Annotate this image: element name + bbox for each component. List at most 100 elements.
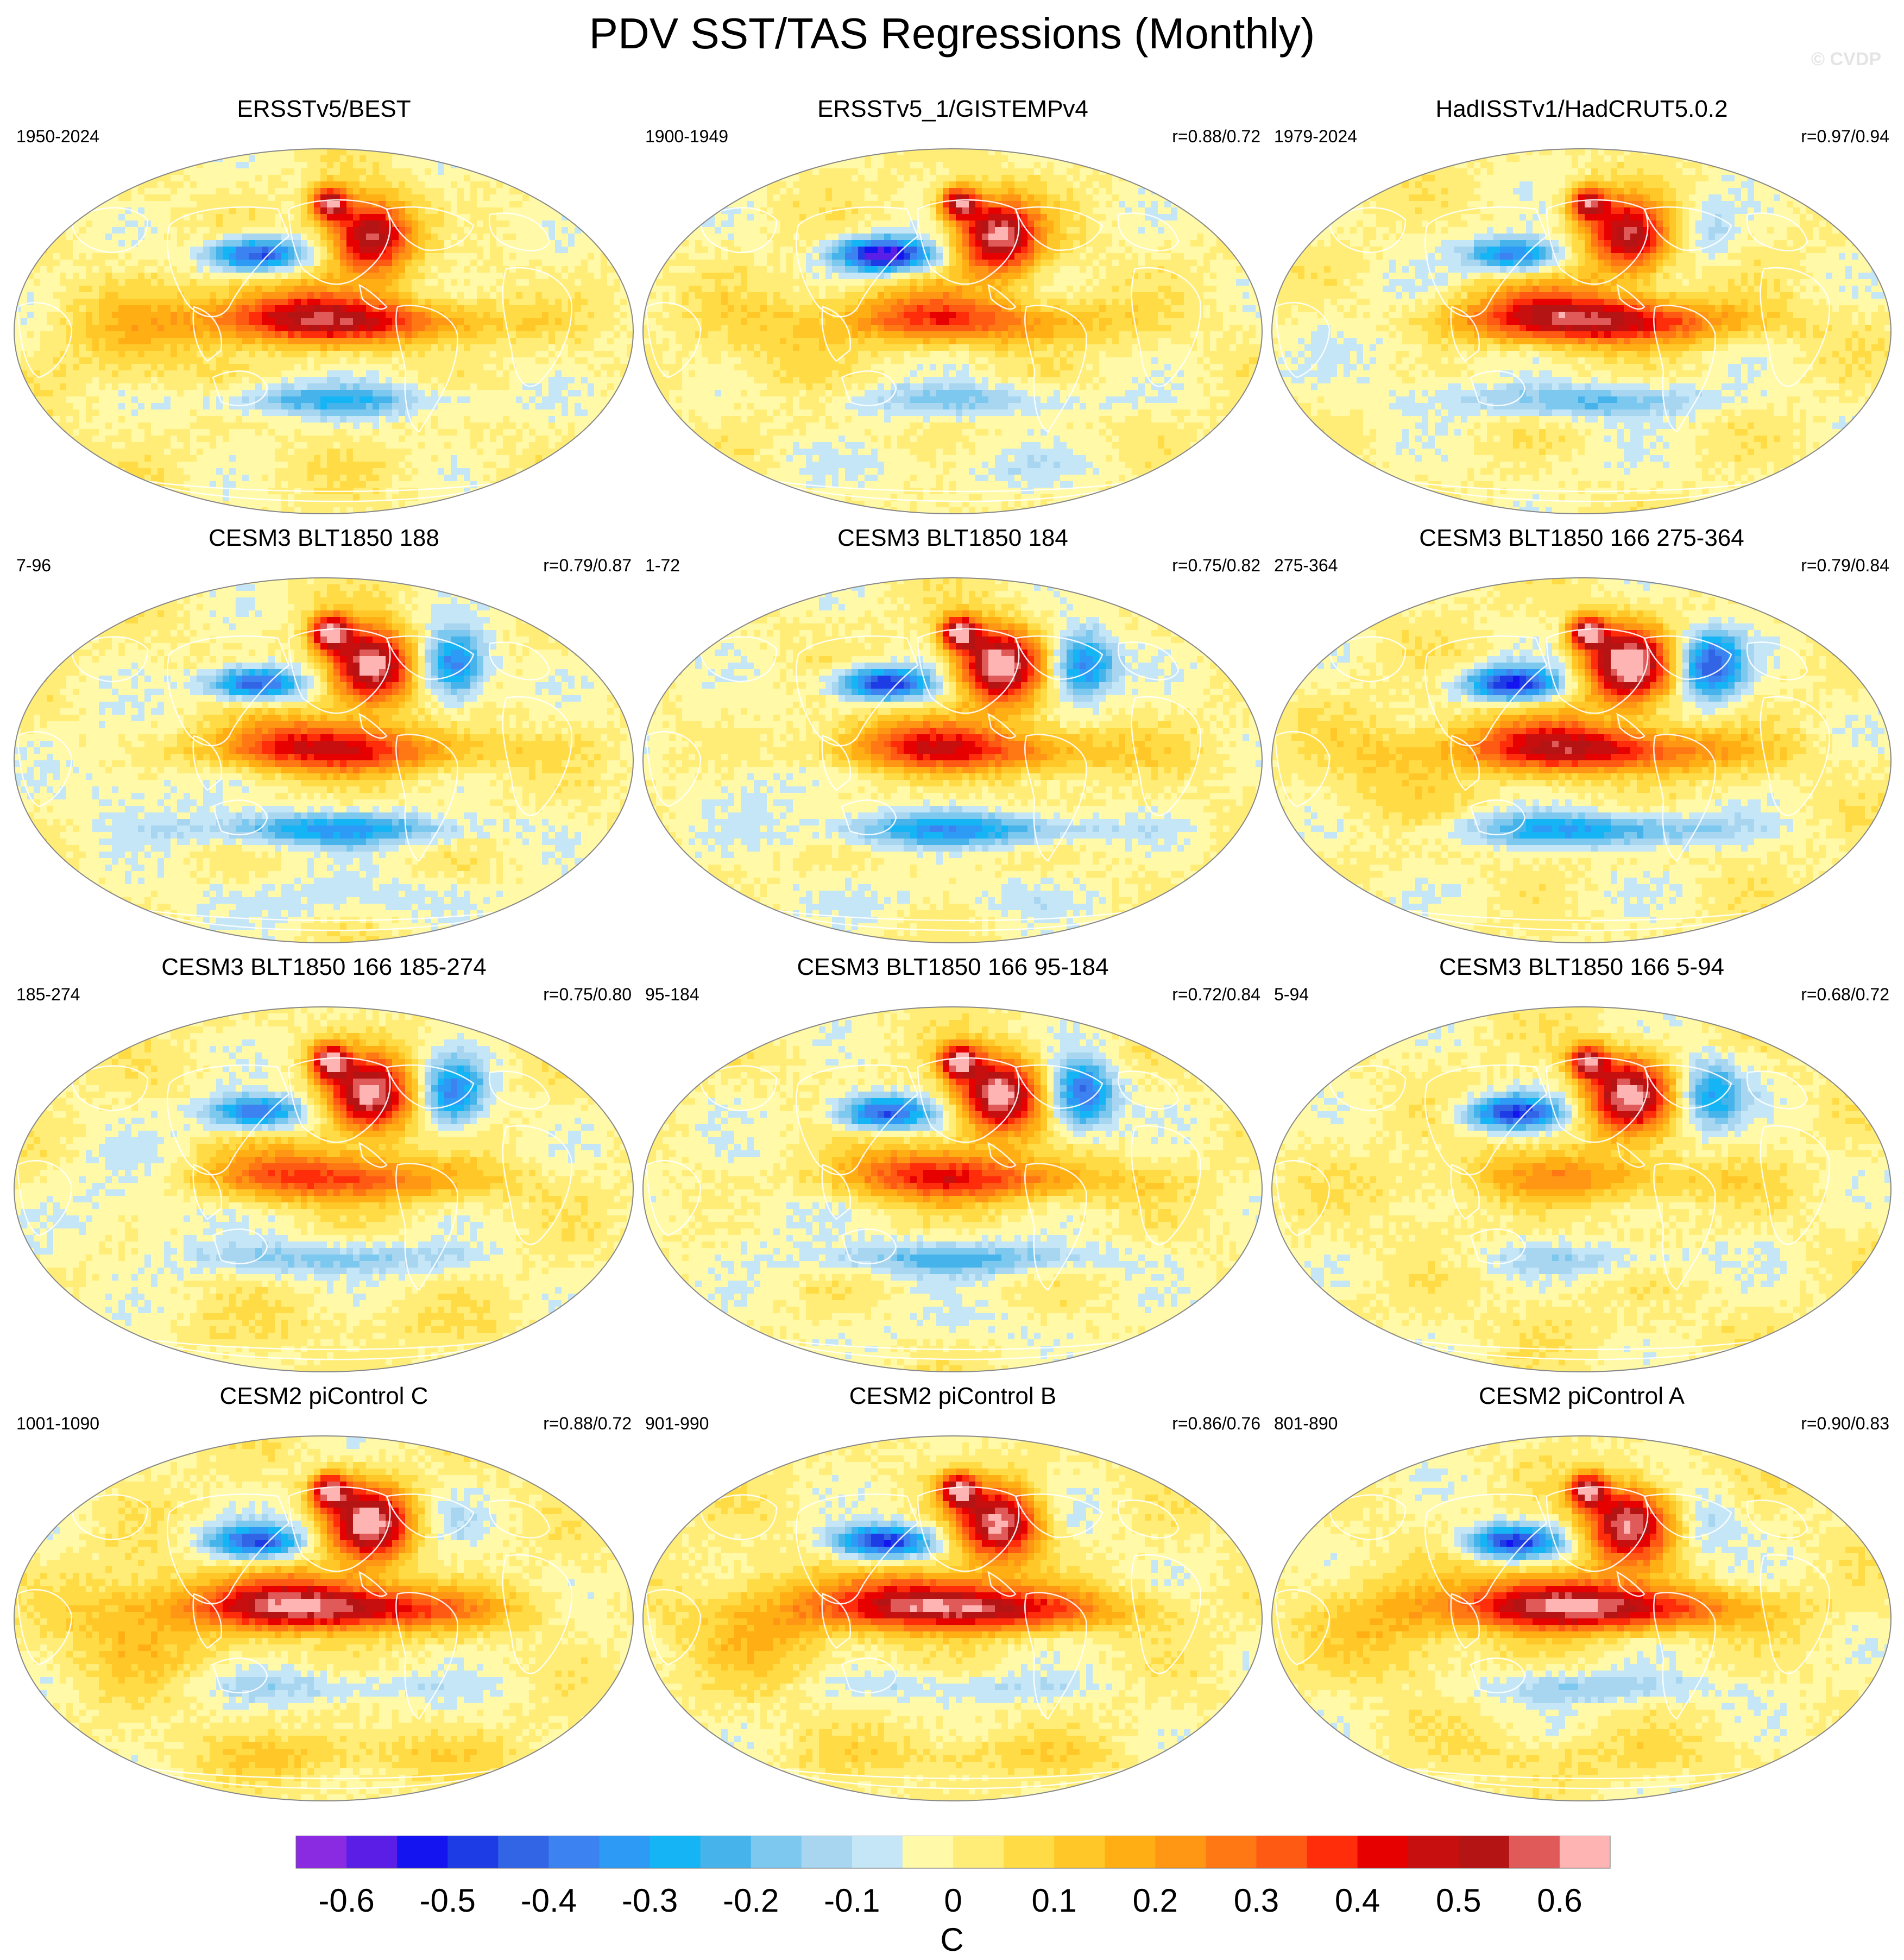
field-cell — [327, 442, 334, 449]
field-cell — [568, 162, 575, 169]
field-cell — [548, 227, 556, 234]
field-cell — [431, 168, 438, 175]
field-cell — [614, 403, 621, 410]
field-cell — [457, 305, 464, 312]
field-cell — [66, 188, 73, 195]
field-cell — [53, 266, 60, 273]
field-cell — [210, 416, 217, 423]
field-cell — [236, 423, 243, 430]
field-cell — [353, 462, 360, 469]
field-cell — [392, 175, 399, 182]
field-cell — [431, 468, 438, 475]
field-cell — [184, 481, 191, 488]
field-cell — [79, 325, 86, 332]
field-cell — [366, 455, 373, 462]
field-cell — [105, 201, 112, 208]
field-cell — [477, 442, 484, 449]
field-cell — [438, 286, 445, 293]
field-cell — [444, 194, 451, 201]
field-cell — [275, 286, 282, 293]
field-cell — [503, 234, 510, 241]
field-cell — [373, 455, 380, 462]
field-cell — [294, 364, 301, 371]
field-cell — [112, 423, 119, 430]
field-cell — [249, 247, 256, 254]
field-cell — [503, 416, 510, 423]
field-cell — [151, 488, 158, 495]
field-cell — [79, 429, 86, 436]
field-cell — [249, 462, 256, 469]
field-cell — [151, 370, 158, 377]
field-cell — [301, 234, 308, 241]
field-cell — [366, 175, 373, 182]
field-cell — [568, 247, 575, 254]
field-cell — [418, 383, 425, 390]
field-cell — [60, 299, 67, 306]
field-cell — [275, 305, 282, 312]
field-cell — [340, 377, 347, 384]
field-cell — [190, 247, 197, 254]
field-cell — [249, 409, 256, 417]
field-cell — [360, 325, 367, 332]
field-cell — [614, 168, 621, 175]
field-cell — [522, 338, 529, 345]
field-cell — [281, 364, 288, 371]
field-cell — [242, 383, 249, 390]
field-cell — [184, 194, 191, 201]
field-cell — [14, 436, 21, 443]
field-cell — [607, 273, 614, 280]
field-cell — [438, 318, 445, 325]
field-cell — [60, 383, 67, 390]
field-cell — [333, 481, 341, 488]
field-cell — [197, 370, 204, 377]
field-cell — [14, 155, 21, 162]
field-cell — [177, 227, 184, 234]
field-cell — [548, 181, 556, 188]
field-cell — [594, 299, 601, 306]
field-cell — [34, 331, 41, 338]
field-cell — [164, 462, 171, 469]
field-cell — [294, 292, 301, 299]
field-cell — [373, 344, 380, 351]
field-cell — [483, 279, 490, 286]
field-cell — [386, 201, 393, 208]
field-cell — [386, 364, 393, 371]
field-cell — [392, 481, 399, 488]
field-cell — [223, 429, 230, 436]
field-cell — [307, 214, 314, 221]
field-cell — [464, 357, 471, 364]
field-cell — [379, 188, 386, 195]
field-cell — [444, 338, 451, 345]
field-cell — [575, 331, 582, 338]
field-cell — [412, 234, 419, 241]
field-cell — [203, 396, 210, 404]
field-cell — [125, 155, 132, 162]
field-cell — [405, 449, 412, 456]
field-cell — [333, 403, 341, 410]
field-cell — [223, 377, 230, 384]
field-cell — [255, 181, 262, 188]
field-cell — [216, 260, 223, 267]
field-cell — [171, 475, 178, 482]
field-cell — [79, 344, 86, 351]
field-cell — [171, 370, 178, 377]
field-cell — [412, 481, 419, 488]
field-cell — [236, 299, 243, 306]
field-cell — [516, 175, 523, 182]
field-cell — [503, 364, 510, 371]
field-cell — [60, 253, 67, 260]
field-cell — [86, 436, 93, 443]
field-cell — [399, 155, 406, 162]
field-cell — [53, 188, 60, 195]
field-cell — [379, 260, 386, 267]
field-cell — [223, 449, 230, 456]
field-cell — [627, 220, 634, 228]
field-cell — [281, 403, 288, 410]
field-cell — [431, 449, 438, 456]
field-cell — [333, 312, 341, 319]
field-cell — [431, 162, 438, 169]
field-cell — [73, 194, 80, 201]
field-cell — [594, 279, 601, 286]
field-cell — [164, 468, 171, 475]
field-cell — [177, 240, 184, 247]
